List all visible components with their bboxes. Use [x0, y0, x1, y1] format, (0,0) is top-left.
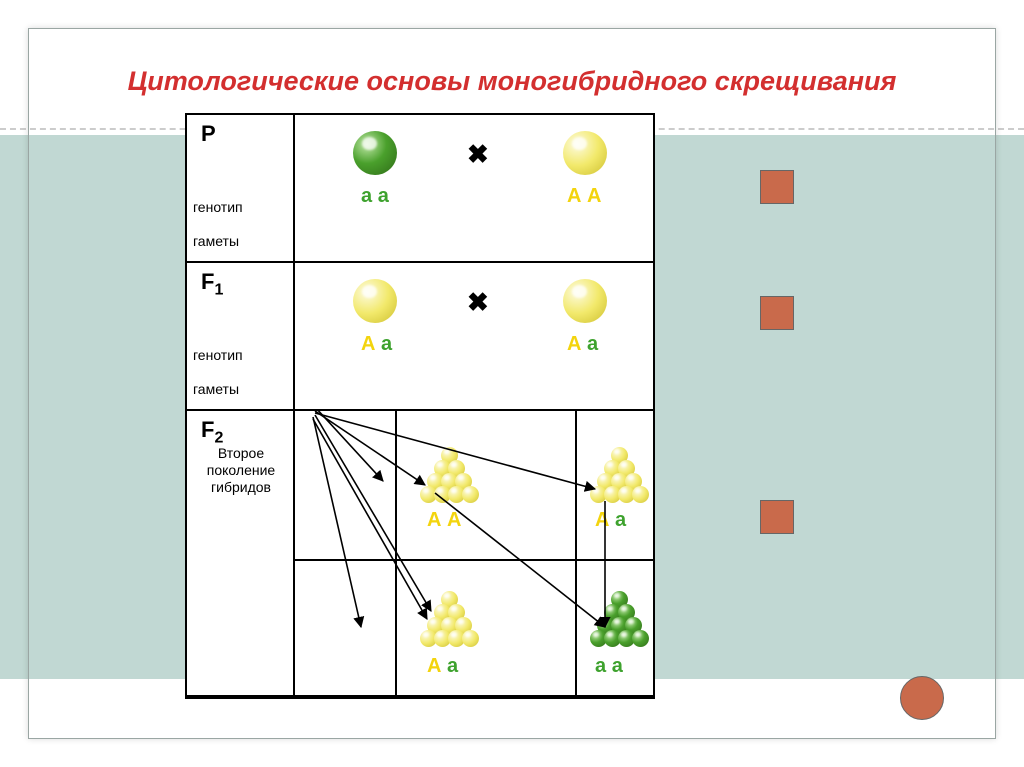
- gen-p: P: [201, 121, 216, 147]
- cluster-Aa-1: [585, 447, 653, 516]
- geno-f2-Aa-1: А а: [595, 509, 626, 532]
- row-p-labels: P генотип гаметы: [187, 115, 295, 261]
- label-genotip-f1: генотип: [193, 347, 243, 363]
- deco-square: [760, 500, 794, 534]
- desc-f2: Второе поколение гибридов: [195, 445, 287, 495]
- geno-f2-aa: а а: [595, 655, 623, 678]
- punnett-v1: [395, 411, 397, 697]
- geno-f1-right: А а: [567, 333, 598, 356]
- row-f1-content: ✖ А а А а: [295, 263, 653, 409]
- geno-p-left: а а: [361, 185, 389, 208]
- row-f1-labels: F1 генотип гаметы: [187, 263, 295, 409]
- row-f2: F2 Второе поколение гибридов А А А а А а…: [187, 411, 653, 697]
- cross-p: ✖: [467, 139, 489, 170]
- cluster-Aa-2: [415, 591, 483, 660]
- row-p-content: ✖ а а А А: [295, 115, 653, 261]
- geno-f1-left: А а: [361, 333, 392, 356]
- geno-f2-Aa-2: А а: [427, 655, 458, 678]
- label-gamety-f1: гаметы: [193, 381, 239, 397]
- punnett-h: [295, 559, 653, 561]
- cluster-AA: [415, 447, 483, 516]
- gen-f1: F1: [201, 269, 223, 299]
- label-gamety-p: гаметы: [193, 233, 239, 249]
- row-f1: F1 генотип гаметы ✖ А а А а: [187, 263, 653, 411]
- deco-square: [760, 170, 794, 204]
- gen-f2: F2: [201, 417, 223, 447]
- slide-title: Цитологические основы моногибридного скр…: [0, 66, 1024, 97]
- sphere-p-left: [353, 131, 397, 175]
- deco-square: [760, 296, 794, 330]
- sphere-p-right: [563, 131, 607, 175]
- row-f2-labels: F2 Второе поколение гибридов: [187, 411, 295, 695]
- row-p: P генотип гаметы ✖ а а А А: [187, 115, 653, 263]
- row-f2-content: А А А а А а а а: [295, 411, 653, 695]
- cluster-aa: [585, 591, 653, 660]
- geno-p-right: А А: [567, 185, 601, 208]
- deco-circle: [900, 676, 944, 720]
- sphere-f1-left: [353, 279, 397, 323]
- sphere-f1-right: [563, 279, 607, 323]
- label-genotip-p: генотип: [193, 199, 243, 215]
- punnett-v2: [575, 411, 577, 697]
- genetics-diagram: P генотип гаметы ✖ а а А А F1 генотип га…: [185, 113, 655, 699]
- cross-f1: ✖: [467, 287, 489, 318]
- geno-f2-AA: А А: [427, 509, 461, 532]
